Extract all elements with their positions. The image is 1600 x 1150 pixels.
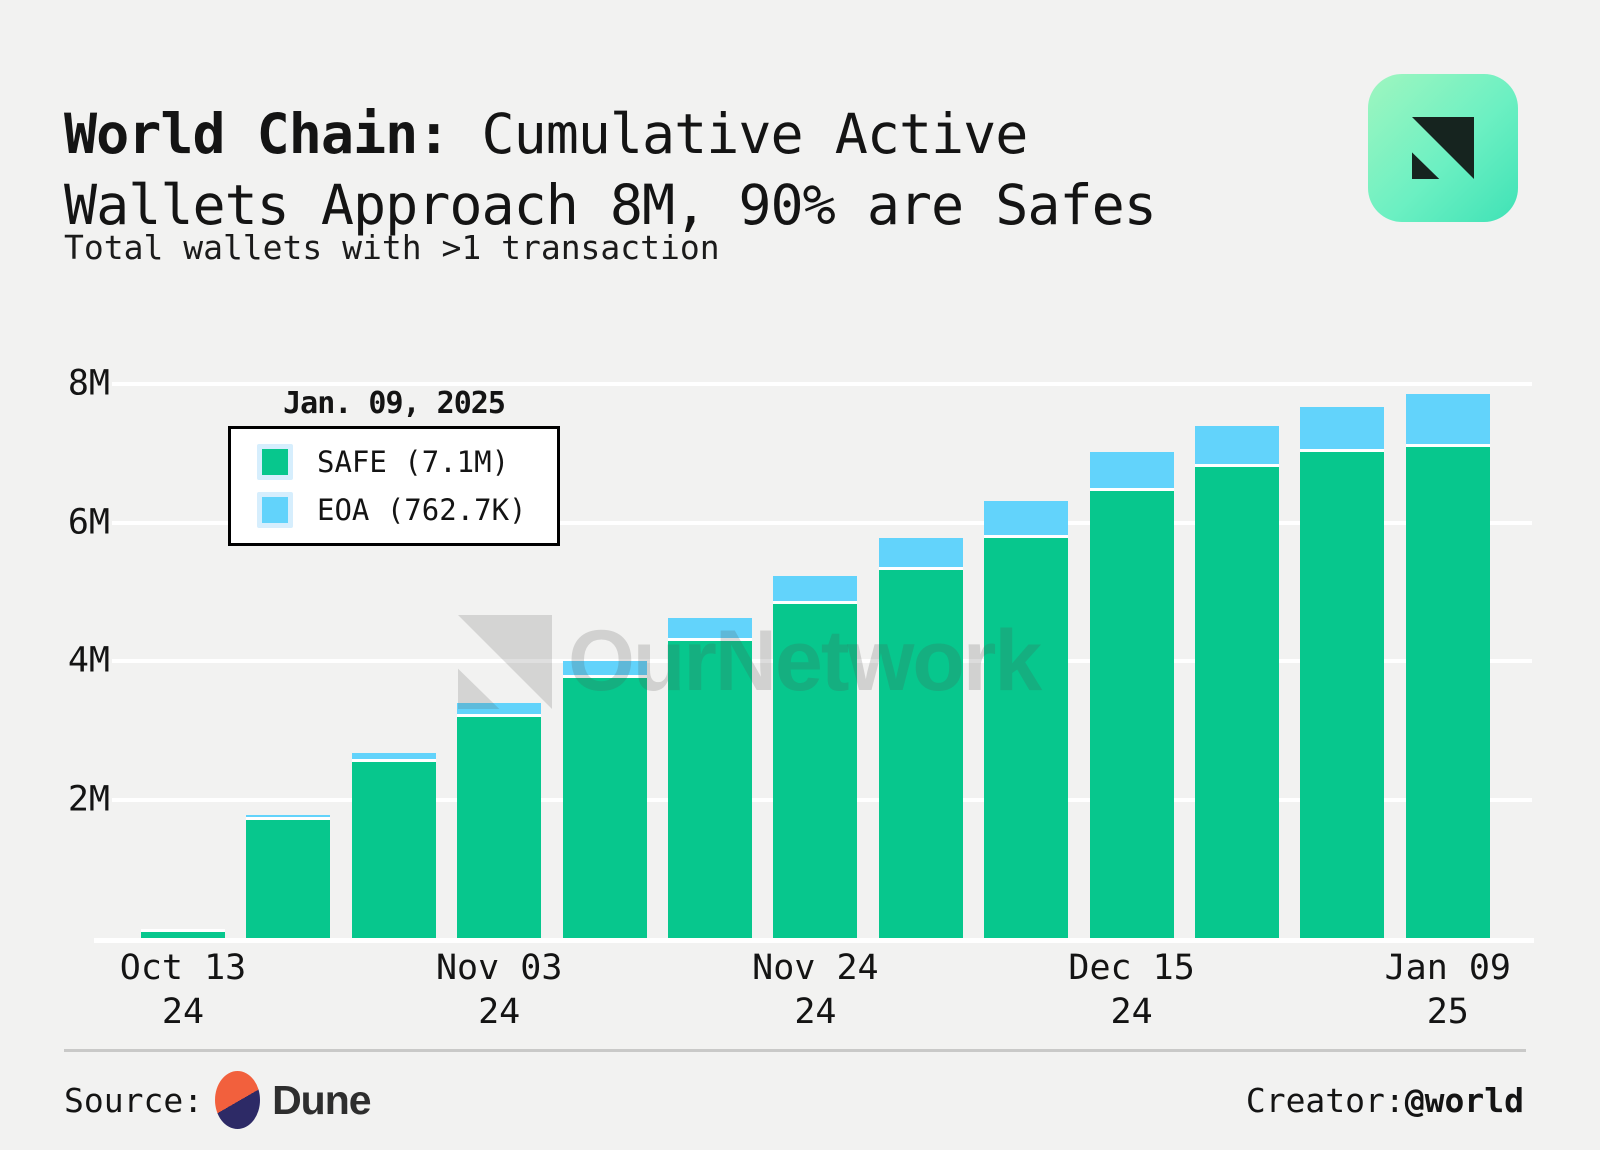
- legend-label-eoa: EOA (762.7K): [317, 493, 527, 527]
- y-axis-label-6M: 6M: [67, 502, 110, 543]
- chart-subtitle: Total wallets with >1 transaction: [64, 228, 720, 267]
- bar-10[interactable]: [1090, 452, 1174, 938]
- bar-9-safe-segment[interactable]: [984, 538, 1068, 938]
- safe-swatch-icon: [257, 444, 293, 480]
- bar-7-safe-segment[interactable]: [773, 603, 857, 938]
- tooltip-legend: SAFE (7.1M) EOA (762.7K): [228, 426, 560, 546]
- y-axis-label-4M: 4M: [67, 640, 110, 681]
- bar-1-safe-segment[interactable]: [141, 931, 225, 938]
- bar-13-eoa-segment[interactable]: [1406, 394, 1490, 447]
- bar-3-eoa-segment[interactable]: [352, 753, 436, 762]
- bar-10-safe-segment[interactable]: [1090, 490, 1174, 938]
- bar-3-safe-segment[interactable]: [352, 761, 436, 938]
- bar-11-safe-segment[interactable]: [1195, 467, 1279, 938]
- bar-9[interactable]: [984, 500, 1068, 938]
- legend-row-eoa: EOA (762.7K): [257, 492, 547, 528]
- x-axis-label-nov-24: Nov 24 24: [752, 948, 879, 1032]
- eoa-swatch-icon: [257, 492, 293, 528]
- source-label: Source:: [64, 1080, 204, 1120]
- bar-5-eoa-segment[interactable]: [563, 660, 647, 678]
- bar-5[interactable]: [563, 660, 647, 938]
- source-name: Dune: [272, 1076, 371, 1123]
- x-axis-label-nov-03: Nov 03 24: [435, 948, 563, 1032]
- bar-9-eoa-segment[interactable]: [984, 500, 1068, 538]
- bar-1[interactable]: [141, 928, 225, 938]
- x-axis-label-dec-15: Dec 15 24: [1068, 948, 1195, 1032]
- page-title: World Chain: Cumulative Active Wallets A…: [64, 99, 1264, 241]
- bar-11-eoa-segment[interactable]: [1195, 425, 1279, 468]
- bar-8[interactable]: [879, 538, 963, 938]
- bar-4-safe-segment[interactable]: [457, 716, 541, 938]
- bar-2-safe-segment[interactable]: [246, 819, 330, 938]
- bar-11[interactable]: [1195, 425, 1279, 938]
- bar-4[interactable]: [457, 703, 541, 938]
- bar-6-eoa-segment[interactable]: [668, 618, 752, 642]
- bar-13[interactable]: [1406, 394, 1490, 938]
- creator-label: Creator:: [1245, 1080, 1405, 1120]
- bar-7-eoa-segment[interactable]: [773, 576, 857, 604]
- x-axis-label-oct-13: Oct 13 24: [119, 948, 247, 1032]
- bar-1-eoa-segment[interactable]: [141, 928, 225, 932]
- tooltip-date: Jan. 09, 2025: [283, 386, 506, 421]
- bar-2-eoa-segment[interactable]: [246, 814, 330, 820]
- footer-source: Source: Dune: [64, 1068, 372, 1132]
- x-axis-label-jan-09: Jan 09 25: [1384, 948, 1512, 1032]
- creator-handle: @world: [1404, 1080, 1524, 1120]
- x-axis-line: [94, 938, 1534, 943]
- dune-logo-icon: [215, 1071, 261, 1129]
- ournetwork-logo-icon: [1412, 117, 1474, 179]
- bar-10-eoa-segment[interactable]: [1090, 452, 1174, 491]
- bar-3[interactable]: [352, 753, 436, 938]
- bar-12[interactable]: [1300, 407, 1384, 938]
- legend-row-safe: SAFE (7.1M): [257, 444, 547, 480]
- gridline-8M: [112, 382, 1532, 387]
- bar-5-safe-segment[interactable]: [563, 677, 647, 938]
- bar-12-eoa-segment[interactable]: [1300, 407, 1384, 453]
- bar-2[interactable]: [246, 814, 330, 938]
- bar-6-safe-segment[interactable]: [668, 641, 752, 938]
- footer-creator: Creator: @world: [1246, 1068, 1524, 1132]
- bar-12-safe-segment[interactable]: [1300, 452, 1384, 938]
- ournetwork-logo: [1368, 74, 1518, 222]
- title-regular-part: Cumulative Active Wallets Approach 8M, 9…: [64, 101, 1157, 237]
- legend-label-safe: SAFE (7.1M): [317, 445, 510, 479]
- bar-8-safe-segment[interactable]: [879, 569, 963, 938]
- bar-7[interactable]: [773, 576, 857, 938]
- footer-divider: [64, 1049, 1526, 1052]
- bar-4-eoa-segment[interactable]: [457, 703, 541, 717]
- bar-13-safe-segment[interactable]: [1406, 446, 1490, 938]
- title-bold-part: World Chain:: [64, 101, 450, 166]
- gridline-6M: [112, 520, 1532, 525]
- bar-6[interactable]: [668, 618, 752, 938]
- y-axis-label-2M: 2M: [67, 779, 110, 820]
- bar-8-eoa-segment[interactable]: [879, 538, 963, 570]
- y-axis-label-8M: 8M: [67, 363, 110, 404]
